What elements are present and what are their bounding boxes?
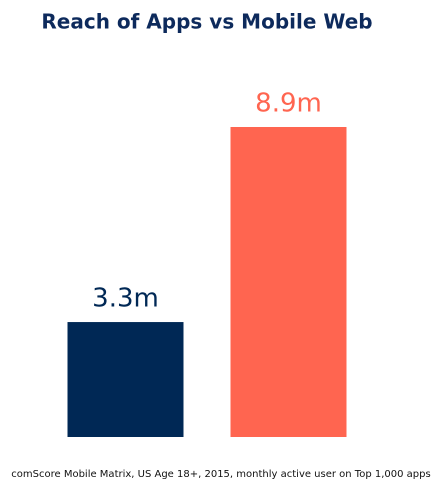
chart-title: Reach of Apps vs Mobile Web (41, 10, 372, 34)
value-label: 8.9m (255, 89, 322, 119)
value-label: 3.3m (92, 284, 159, 314)
source-note: comScore Mobile Matrix, US Age 18+, 2015… (11, 469, 430, 480)
bar (67, 322, 184, 437)
bar (230, 127, 347, 437)
